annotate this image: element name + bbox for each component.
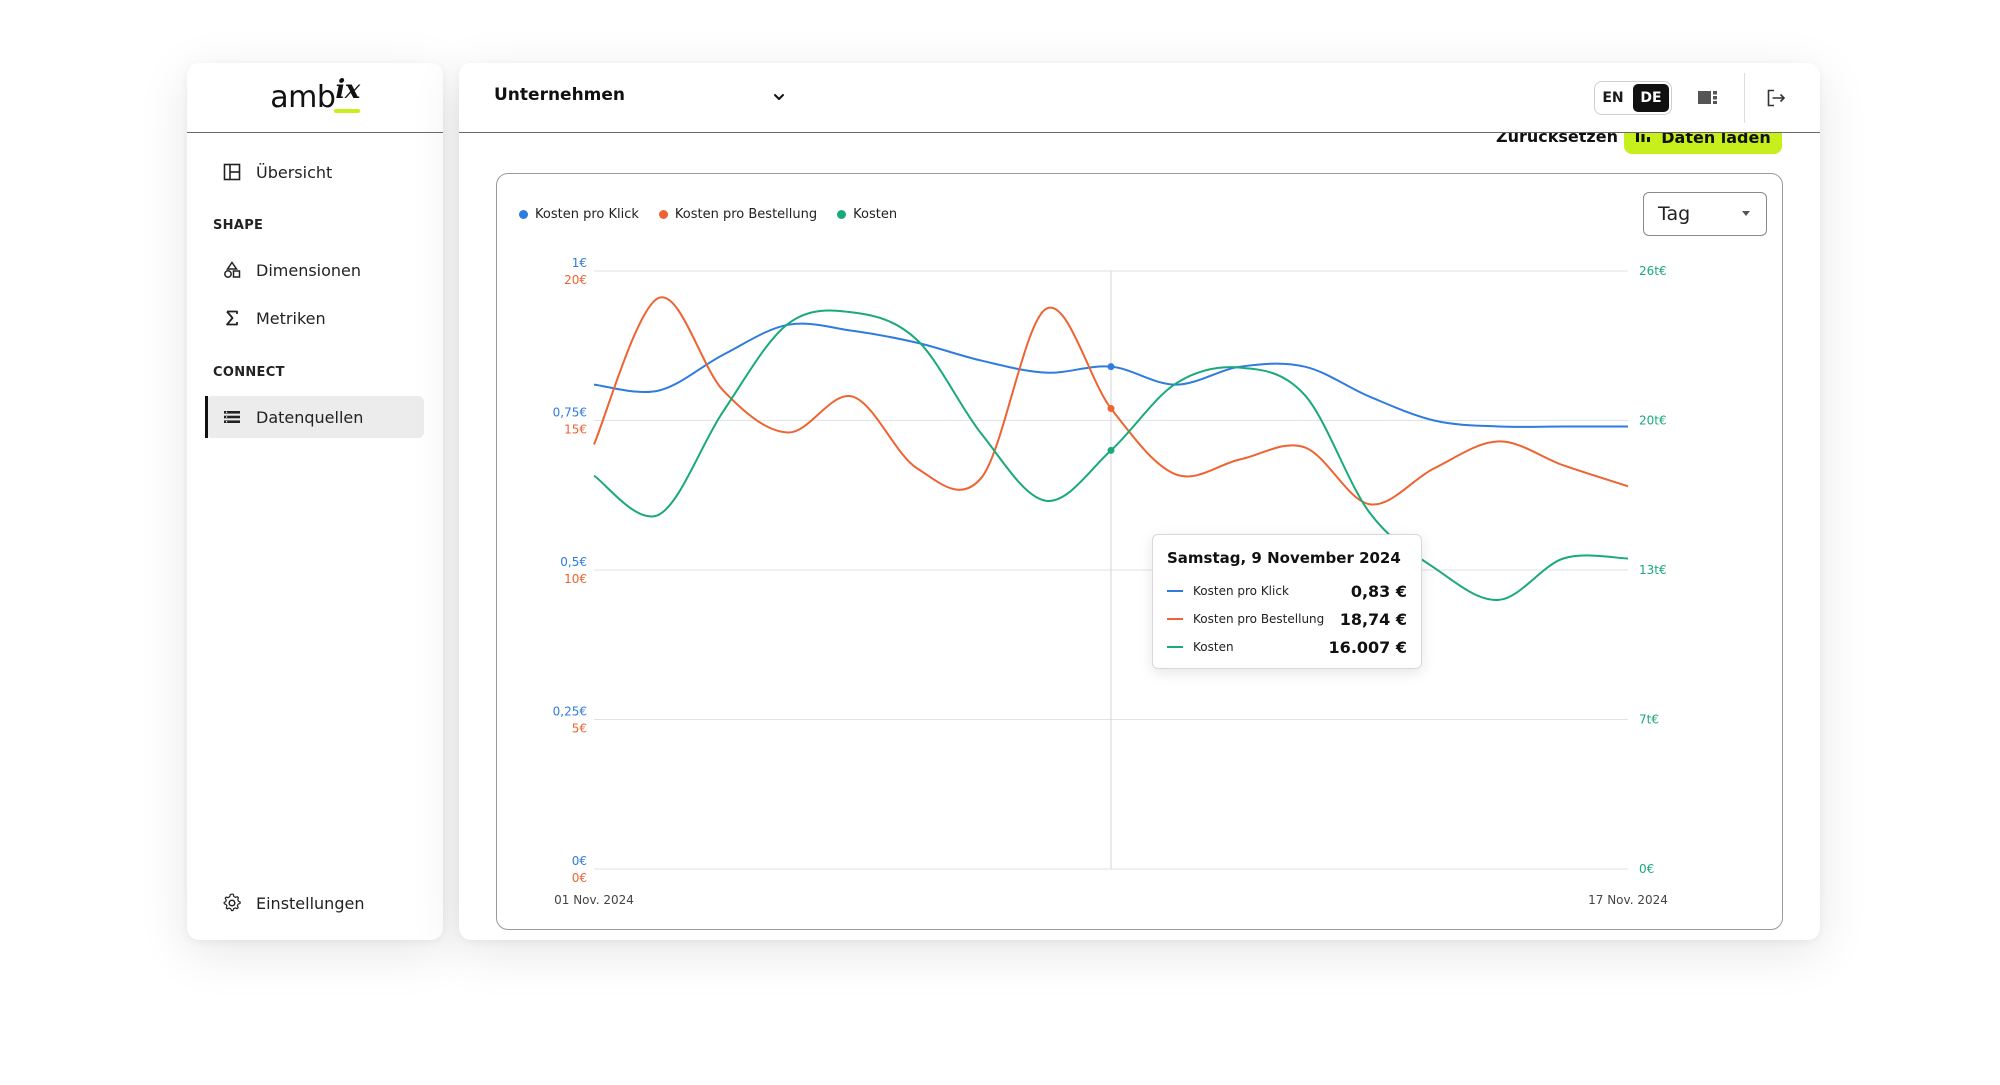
line-chart: 0€ 0€ 0€ 0,25€ 5€ 7t€ 0,5€ 10€ 13t€ 0,75€ 15€ 20t€ 1… bbox=[553, 256, 1668, 907]
language-switch: EN DE bbox=[1594, 81, 1672, 115]
bar-chart-icon bbox=[1635, 127, 1651, 147]
logo[interactable]: ambix bbox=[270, 75, 360, 115]
sidebar-item-data-sources[interactable]: Datenquellen bbox=[205, 396, 424, 438]
tooltip-value: 18,74 € bbox=[1339, 609, 1407, 629]
top-bar: Unternehmen EN DE bbox=[459, 63, 1820, 133]
tooltip-label: Kosten pro Bestellung bbox=[1193, 612, 1325, 626]
sidebar-item-label: Einstellungen bbox=[256, 893, 365, 913]
y-tick-label-right: 20t€ bbox=[1639, 414, 1667, 428]
tooltip-row-cpc: Kosten pro Klick 0,83 € bbox=[1167, 577, 1407, 605]
lang-en-button[interactable]: EN bbox=[1602, 90, 1624, 106]
series-line-cost bbox=[593, 309, 1629, 601]
section-label-shape: SHAPE bbox=[213, 218, 264, 233]
legend-item-cpo[interactable]: Kosten pro Bestellung bbox=[658, 207, 818, 222]
y-tick-label-right: 7t€ bbox=[1639, 713, 1659, 727]
sidebar-item-label: Dimensionen bbox=[256, 260, 362, 280]
tooltip-row-cpo: Kosten pro Bestellung 18,74 € bbox=[1167, 605, 1407, 633]
x-tick-label-start: 01 Nov. 2024 bbox=[554, 893, 634, 907]
lang-de-button[interactable]: DE bbox=[1633, 84, 1669, 112]
y-tick-label-left-blue: 0€ bbox=[572, 854, 587, 868]
y-tick-label-right: 26t€ bbox=[1639, 264, 1667, 278]
company-selector[interactable]: Unternehmen bbox=[494, 85, 626, 105]
main-panel: Unternehmen EN DE Zurücksetzen Daten lad… bbox=[459, 63, 1820, 940]
logo-main: amb bbox=[270, 80, 336, 115]
legend-dot bbox=[658, 210, 668, 219]
chart-legend: Kosten pro Klick Kosten pro Bestellung K… bbox=[519, 207, 917, 222]
granularity-select[interactable]: Tag bbox=[1643, 192, 1767, 236]
sidebar-item-dimensions[interactable]: Dimensionen bbox=[206, 249, 424, 291]
y-tick-label-left-orange: 15€ bbox=[564, 423, 587, 437]
legend-label: Kosten pro Bestellung bbox=[674, 207, 818, 222]
highlight-point bbox=[1107, 405, 1115, 413]
layout-toggle-icon[interactable] bbox=[1697, 88, 1719, 112]
logout-icon[interactable] bbox=[1765, 88, 1787, 112]
sidebar-item-label: Übersicht bbox=[256, 162, 333, 182]
logo-underline bbox=[333, 109, 360, 113]
sidebar-item-metrics[interactable]: Metriken bbox=[206, 297, 424, 339]
sidebar-item-label: Metriken bbox=[256, 308, 326, 328]
list-icon bbox=[222, 407, 242, 427]
legend-dot bbox=[837, 210, 847, 219]
logo-accent: ix bbox=[335, 75, 360, 105]
gear-icon bbox=[222, 893, 242, 913]
chevron-down-icon[interactable] bbox=[772, 89, 786, 108]
y-tick-label-left-orange: 5€ bbox=[572, 722, 587, 736]
highlight-point bbox=[1107, 363, 1115, 371]
sidebar-item-label: Datenquellen bbox=[256, 407, 364, 427]
legend-dot bbox=[519, 210, 528, 219]
tooltip-swatch bbox=[1167, 646, 1183, 648]
sidebar-item-settings[interactable]: Einstellungen bbox=[206, 882, 424, 924]
tooltip-label: Kosten pro Klick bbox=[1193, 584, 1289, 598]
layout-icon bbox=[222, 162, 242, 182]
y-tick-label-left-blue: 1€ bbox=[572, 256, 587, 270]
sigma-icon bbox=[222, 308, 242, 328]
tooltip-value: 16.007 € bbox=[1328, 637, 1407, 657]
y-tick-label-right: 13t€ bbox=[1639, 563, 1667, 577]
tooltip-title: Samstag, 9 November 2024 bbox=[1167, 549, 1401, 567]
highlight-point bbox=[1107, 446, 1115, 454]
legend-label: Kosten pro Klick bbox=[535, 207, 639, 222]
legend-label: Kosten bbox=[853, 207, 898, 222]
sidebar-item-overview[interactable]: Übersicht bbox=[206, 151, 424, 193]
y-tick-label-left-blue: 0,75€ bbox=[553, 406, 587, 420]
tooltip-row-cost: Kosten 16.007 € bbox=[1167, 633, 1407, 661]
y-tick-label-right: 0€ bbox=[1639, 862, 1654, 876]
y-tick-label-left-blue: 0,5€ bbox=[560, 555, 587, 569]
tooltip-swatch bbox=[1167, 590, 1183, 592]
y-tick-label-left-blue: 0,25€ bbox=[553, 705, 587, 719]
x-tick-label-end: 17 Nov. 2024 bbox=[1588, 893, 1668, 907]
granularity-value: Tag bbox=[1658, 203, 1691, 225]
chart-tooltip: Samstag, 9 November 2024 Kosten pro Klic… bbox=[1152, 534, 1422, 669]
tooltip-label: Kosten bbox=[1193, 640, 1234, 654]
y-tick-label-left-orange: 10€ bbox=[564, 572, 587, 586]
tooltip-swatch bbox=[1167, 618, 1183, 620]
chart-card: 0€ 0€ 0€ 0,25€ 5€ 7t€ 0,5€ 10€ 13t€ 0,75€ 15€ 20t€ 1… bbox=[496, 173, 1783, 930]
series-line-cpo bbox=[593, 296, 1629, 506]
sidebar: ambix Übersicht SHAPE Dimensionen Metrik… bbox=[187, 63, 443, 940]
y-tick-label-left-orange: 20€ bbox=[564, 273, 587, 287]
legend-item-cost[interactable]: Kosten bbox=[837, 207, 897, 222]
section-label-connect: CONNECT bbox=[213, 365, 285, 380]
y-tick-label-left-orange: 0€ bbox=[572, 871, 587, 885]
topbar-divider bbox=[1744, 73, 1745, 123]
legend-item-cpc[interactable]: Kosten pro Klick bbox=[519, 207, 639, 222]
tooltip-value: 0,83 € bbox=[1350, 581, 1407, 601]
caret-down-icon bbox=[1742, 211, 1750, 216]
logo-area: ambix bbox=[187, 63, 443, 133]
shapes-icon bbox=[222, 260, 242, 280]
